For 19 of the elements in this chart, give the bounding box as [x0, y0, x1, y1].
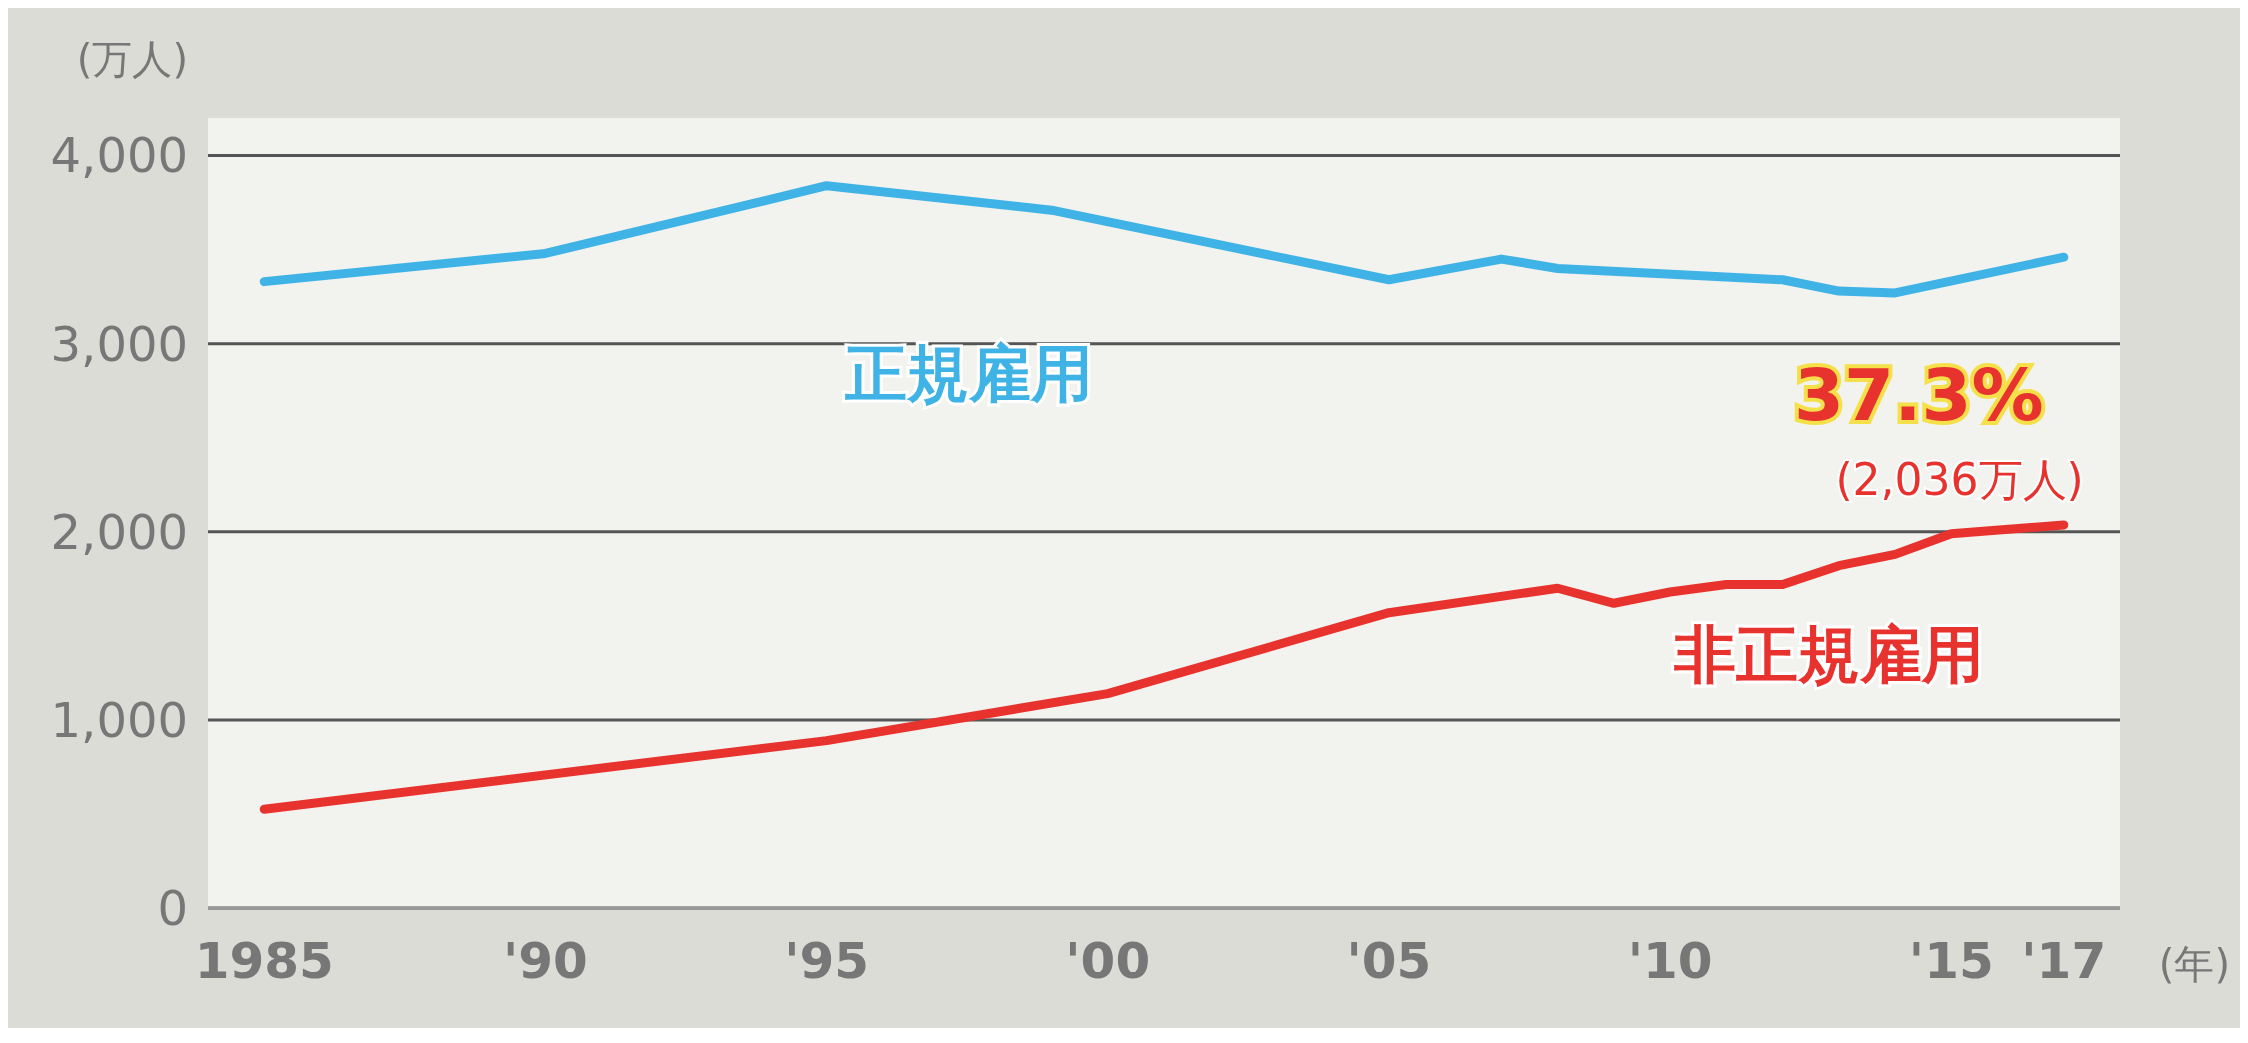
x-tick-label: '90 — [502, 932, 588, 990]
x-axis-title: (年) — [2158, 941, 2230, 987]
x-tick-label: '00 — [1065, 932, 1151, 990]
x-tick-label: 1985 — [194, 932, 334, 990]
annotation: 37.3% — [1793, 353, 2044, 438]
x-tick-label: '10 — [1627, 932, 1713, 990]
x-tick-label: '05 — [1346, 932, 1432, 990]
y-tick-label: 0 — [157, 879, 188, 936]
y-tick-label: 1,000 — [50, 691, 188, 748]
y-axis-title: (万人) — [76, 36, 188, 82]
y-tick-label: 2,000 — [50, 503, 188, 560]
y-tick-label: 3,000 — [50, 315, 188, 372]
y-tick-label: 4,000 — [50, 127, 188, 184]
x-tick-label: '95 — [784, 932, 870, 990]
series-label: 正規雇用 — [843, 336, 1093, 410]
annotation: (2,036万人) — [1835, 454, 2084, 506]
x-tick-label: '15 — [1908, 932, 1994, 990]
series-label: 非正規雇用 — [1672, 617, 1984, 691]
x-tick-label: '17 — [2021, 932, 2107, 990]
